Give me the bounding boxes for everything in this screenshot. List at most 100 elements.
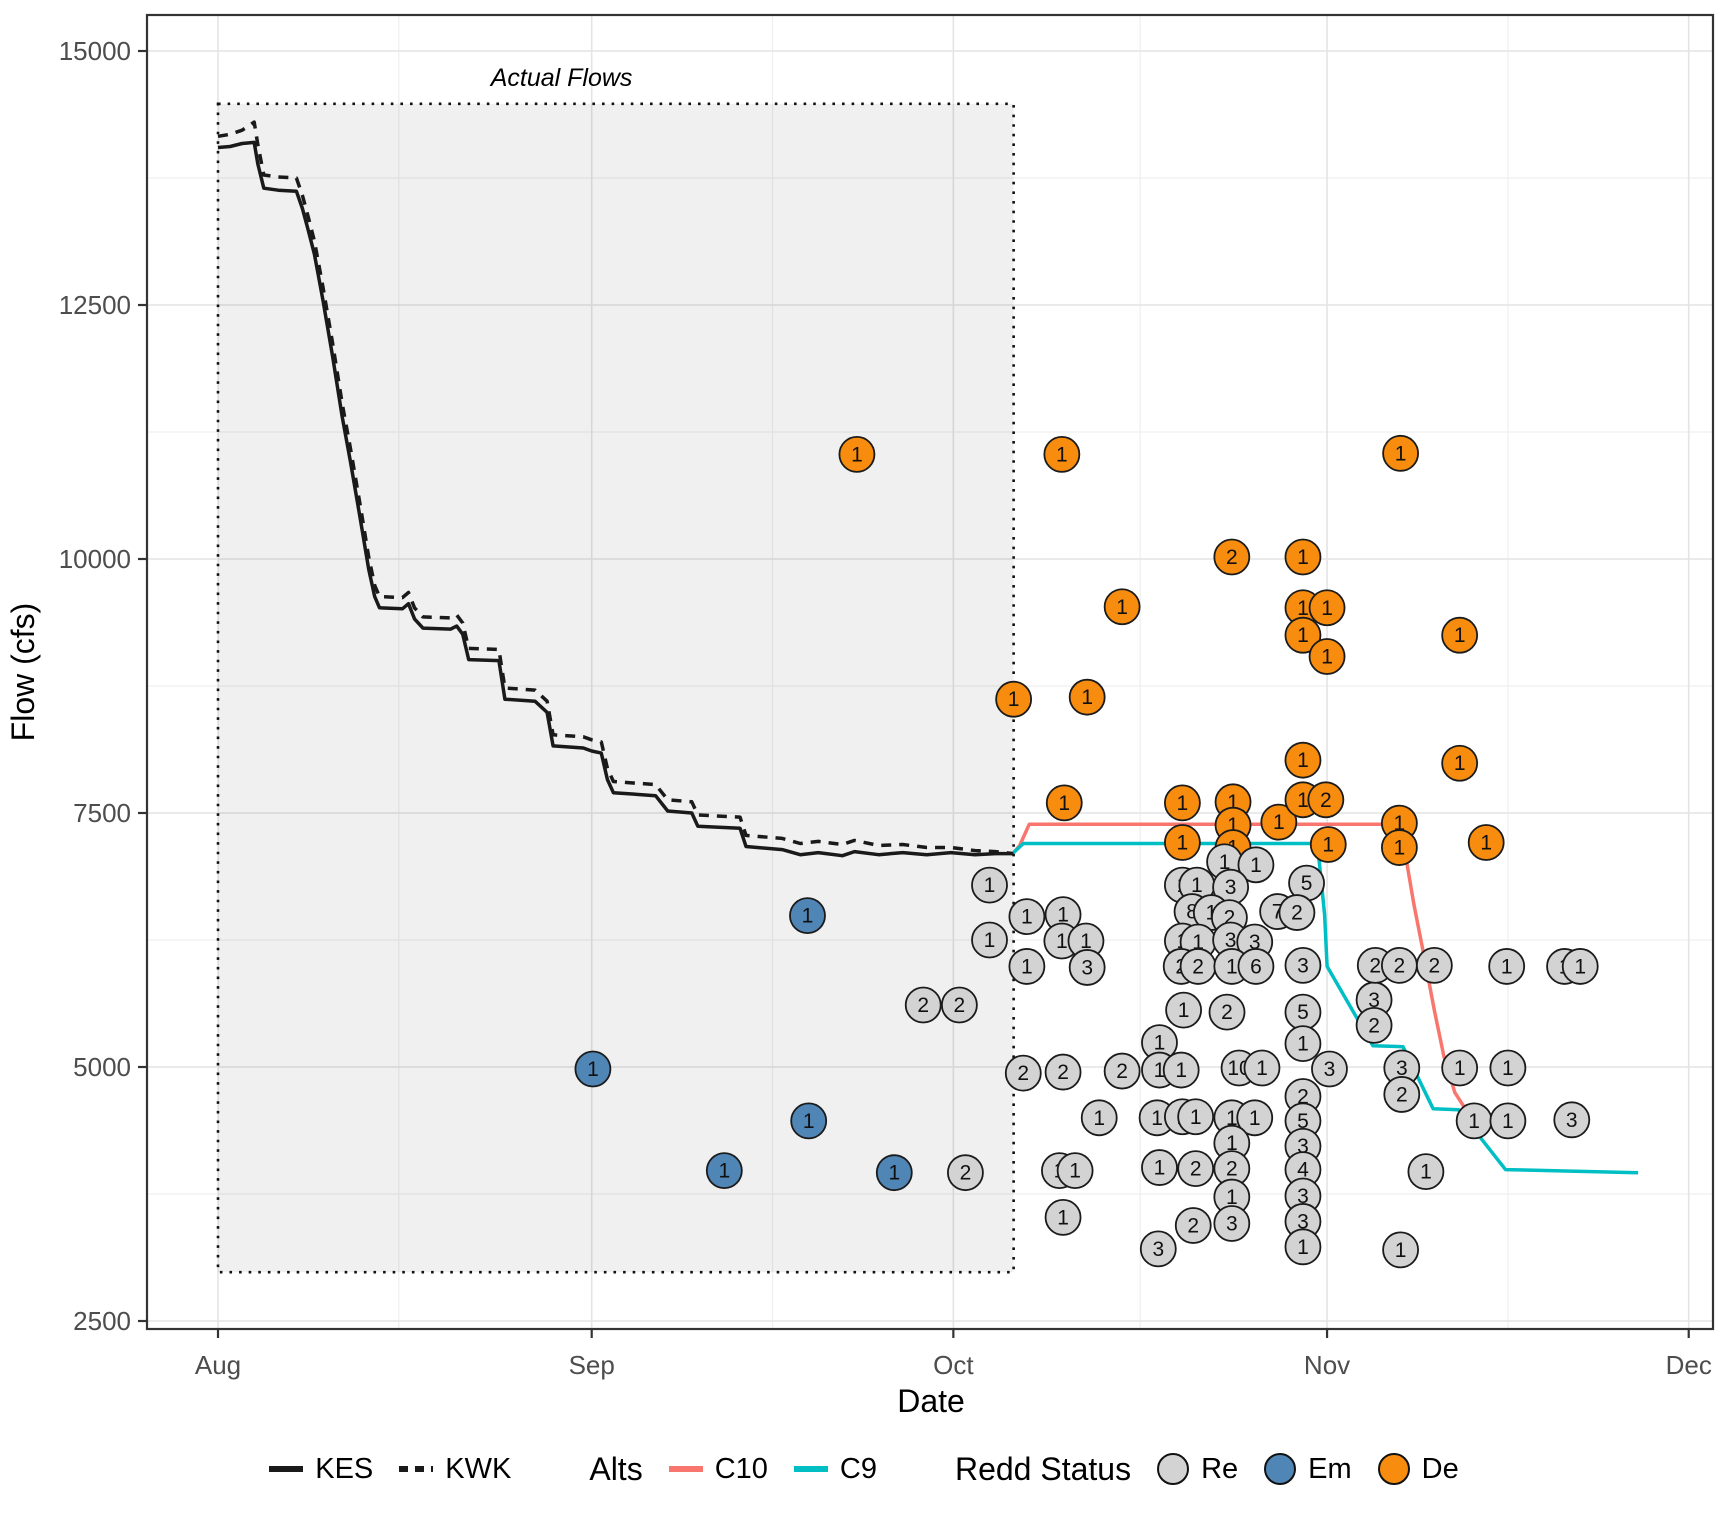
redd-count-label: 1 [1394,812,1406,835]
redd-count-label: 1 [1192,931,1204,954]
redd-point-re: 3 [1311,1050,1348,1088]
redd-count-label: 3 [1368,989,1380,1012]
redd-point-re: 3 [1068,949,1106,986]
redd-count-label: 1 [1250,854,1262,877]
em-circle-swatch [1264,1453,1297,1485]
redd-count-label: 1 [1480,831,1492,854]
redd-circle [1213,538,1251,576]
redd-point-re: 2 [1004,1054,1042,1092]
redd-point-re: 2 [1177,1150,1215,1187]
legend-item-kwk[interactable]: KWK [399,1453,511,1486]
redd-point-re: 2 [1179,948,1217,985]
legend-item-de[interactable]: De [1377,1452,1459,1486]
redd-point-de: 1 [1441,616,1479,654]
legend-label-de: De [1421,1452,1459,1485]
redd-circle [574,1050,612,1088]
redd-circle [1068,678,1106,716]
redd-count-label: 2 [1291,902,1303,925]
redd-count-label: 1 [1069,1160,1081,1183]
redd-point-re: 1 [1141,1149,1178,1186]
redd-point-em: 1 [705,1152,743,1190]
redd-count-label: 2 [1369,954,1381,977]
redd-count-label: 5 [1297,1110,1309,1133]
redd-point-re: 4 [1284,1151,1322,1189]
redd-count-label: 1 [1273,811,1285,834]
redd-point-de: 1 [1045,784,1083,822]
redd-count-label: 3 [1324,1058,1336,1081]
redd-point-de: 1 [1043,435,1081,473]
redd-count-label: 3 [1297,1185,1309,1208]
redd-count-label: 1 [1256,1057,1268,1080]
redd-circle [1355,1006,1393,1044]
redd-count-label: 1 [1226,1107,1238,1130]
redd-point-re: 1 [1489,1049,1527,1087]
redd-point-de: 1 [1260,803,1298,841]
redd-circle [940,986,978,1024]
redd-circle [1177,1098,1215,1136]
redd-circle [1236,1099,1274,1137]
redd-point-re: 1 [1489,1102,1527,1140]
redd-circle [1311,1050,1348,1088]
redd-circle [1008,948,1046,985]
kwk-line-swatch [399,1466,434,1472]
redd-count-label: 1 [1058,792,1070,815]
redd-count-label: 4 [1297,1159,1309,1182]
redd-point-re: 2 [1174,1207,1212,1244]
redd-point-re: 1 [1284,1228,1322,1266]
redd-count-label: 2 [1429,954,1441,977]
redd-circle [838,435,876,473]
redd-count-label: 1 [1057,1206,1069,1229]
legend-item-c10[interactable]: C10 [668,1453,768,1486]
redd-count-label: 1 [1502,1057,1514,1080]
redd-circle [1382,434,1419,472]
redd-point-de: 1 [1164,824,1201,861]
legend-item-re[interactable]: Re [1157,1453,1238,1486]
redd-point-de: 1 [838,435,876,473]
redd-count-label: 1 [1093,1107,1105,1130]
redd-circle [1141,1149,1178,1186]
redd-point-de: 1 [1164,784,1201,822]
c9-line-swatch [793,1466,828,1472]
redd-point-re: 1 [1008,898,1046,936]
redd-circle [971,921,1008,959]
legend-item-c9[interactable]: C9 [793,1453,877,1486]
de-circle-swatch [1377,1453,1410,1485]
redd-point-re: 1 [971,921,1008,959]
redd-circle [1407,1153,1445,1191]
redd-count-label: 1 [1321,597,1333,620]
redd-point-re: 2 [947,1154,984,1192]
redd-point-em: 1 [790,1102,828,1140]
redd-circle [1260,803,1298,841]
redd-count-label: 1 [1502,1110,1514,1133]
redd-count-label: 5 [1297,1001,1309,1024]
redd-count-label: 1 [1190,1106,1202,1129]
redd-circle [1308,638,1346,675]
redd-count-label: 2 [1297,1085,1309,1108]
legend-label-kes: KES [315,1452,374,1485]
redd-count-label: 2 [954,994,966,1017]
redd-circle [1284,538,1322,576]
y-tick-label: 10000 [59,544,131,574]
redd-circle [1043,435,1081,473]
redd-count-label: 2 [1057,1061,1069,1084]
redd-point-de: 1 [1441,744,1479,782]
y-tick-label: 7500 [73,798,131,828]
redd-count-label: 3 [1297,1135,1309,1158]
legend-item-kes[interactable]: KES [269,1453,373,1486]
redd-point-re: 2 [1380,947,1418,984]
redd-circle [1004,1054,1042,1092]
redd-points: 1112111111111111111111211111111111111111… [574,434,1599,1269]
redd-circle [1415,947,1453,984]
redd-count-label: 1 [1056,930,1068,953]
redd-count-label: 1 [1219,851,1231,874]
redd-count-label: 1 [1177,792,1189,815]
legend-item-em[interactable]: Em [1264,1453,1352,1486]
redd-point-de: 1 [1467,824,1505,861]
redd-point-em: 1 [875,1154,913,1192]
redd-count-label: 1 [1249,1107,1261,1130]
redd-count-label: 3 [1226,1212,1238,1235]
redd-point-de: 1 [995,680,1033,718]
redd-circle [1139,1230,1177,1268]
redd-point-de: 1 [1309,826,1347,863]
